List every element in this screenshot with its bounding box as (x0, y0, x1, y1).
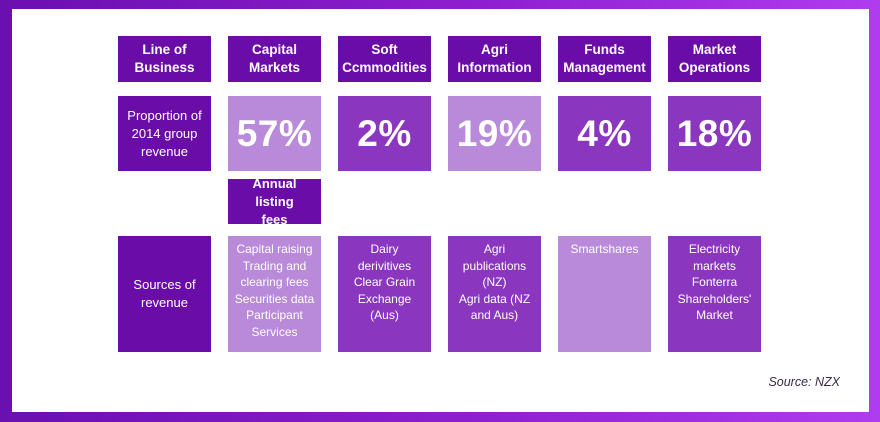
sources-funds-management: Smartshares (558, 236, 651, 352)
header-capital-markets: Capital Markets (228, 36, 321, 82)
header-agri-information: Agri Information (448, 36, 541, 82)
header-market-operations: Market Operations (668, 36, 761, 82)
proportion-capital-markets: 57% (228, 96, 321, 171)
proportion-market-operations: 18% (668, 96, 761, 171)
annual-listing-fees: Annual listing fees (228, 176, 321, 227)
proportion-funds-management: 4% (558, 96, 651, 171)
proportion-label: Proportion of 2014 group revenue (118, 96, 211, 171)
sources-capital-markets: Capital raising Trading and clearing fee… (228, 236, 321, 352)
header-soft-commodities: Soft Ccmmodities (338, 36, 431, 82)
header-funds-management: Funds Management (558, 36, 651, 82)
proportion-agri-information: 19% (448, 96, 541, 171)
sources-agri-information: Agri publications (NZ) Agri data (NZ and… (448, 236, 541, 352)
header-line-of-business: Line of Business (118, 36, 211, 82)
sources-soft-commodities: Dairy derivitives Clear Grain Exchange (… (338, 236, 431, 352)
sources-market-operations: Electricity markets Fonterra Shareholder… (668, 236, 761, 352)
source-note: Source: NZX (768, 375, 840, 389)
proportion-soft-commodities: 2% (338, 96, 431, 171)
sources-label: Sources of revenue (118, 236, 211, 352)
